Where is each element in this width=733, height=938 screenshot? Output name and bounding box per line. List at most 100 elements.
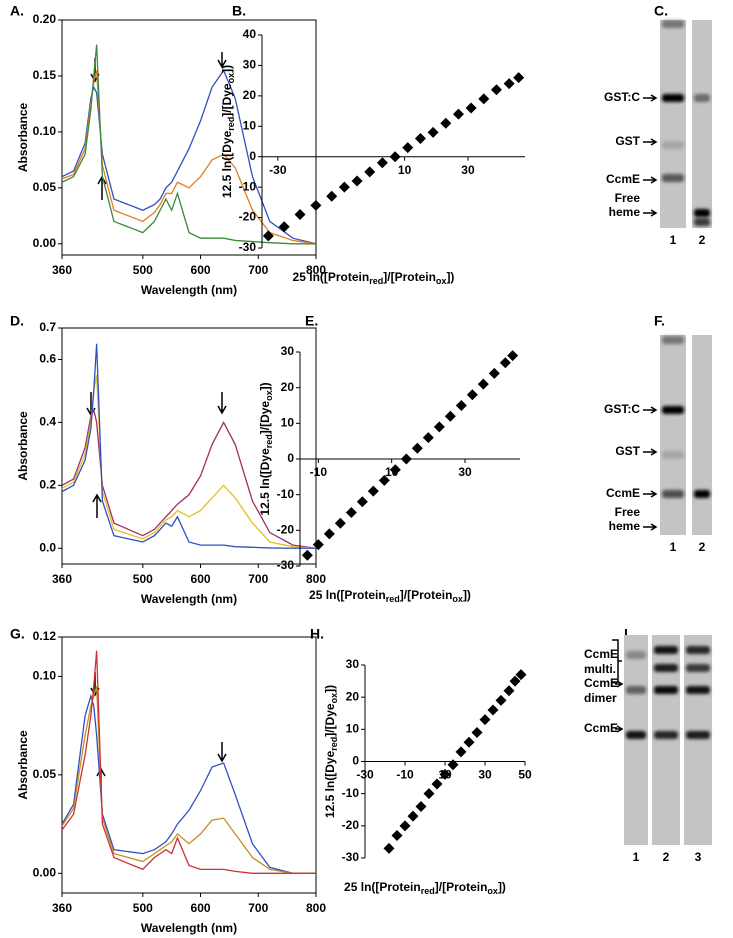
gel-band (694, 94, 710, 102)
y-tick-label: 0.6 (39, 352, 56, 366)
gel-lane (624, 635, 648, 845)
arrow-down (217, 392, 227, 415)
data-point (310, 199, 322, 211)
panel-label: C. (654, 3, 668, 19)
data-point (465, 102, 477, 114)
data-point (433, 421, 445, 433)
band-arrow (643, 490, 658, 498)
y-tick-label: 0.12 (33, 629, 57, 643)
x-tick-label: 30 (478, 768, 492, 782)
y-tick-label: 30 (281, 344, 295, 358)
y-tick-label: -20 (277, 523, 295, 537)
data-point (507, 350, 519, 362)
axis-title-part: red (264, 434, 274, 448)
data-point (323, 528, 335, 540)
gel-band (662, 406, 684, 414)
data-point (509, 675, 521, 687)
x-tick-label: 600 (191, 572, 211, 586)
lane-number: 1 (670, 540, 677, 554)
axis-title-part: ox (226, 73, 236, 84)
y-tick-label: 40 (243, 27, 257, 41)
spectrum-line (61, 343, 316, 549)
band-label: Free (615, 191, 641, 205)
band-arrow (615, 680, 624, 688)
spectrum-line (61, 44, 316, 245)
y-tick-label: 0.05 (33, 180, 57, 194)
band-label: CcmE (584, 647, 618, 661)
axis-title-part: ]) (498, 880, 506, 894)
gel-band (654, 664, 678, 672)
data-point (376, 157, 388, 169)
data-point (515, 669, 527, 681)
data-point (351, 175, 363, 187)
data-point (407, 810, 419, 822)
y-tick-label: 10 (243, 118, 257, 132)
spectrum-line (61, 693, 316, 874)
axis-title-part: ox (436, 276, 447, 286)
data-point (455, 400, 467, 411)
axis-title-part: red (329, 737, 339, 751)
lane-number: 3 (695, 850, 702, 864)
y-tick-label: -30 (342, 850, 360, 864)
x-tick-label: 50 (518, 768, 532, 782)
data-point (391, 829, 403, 841)
data-point (463, 736, 475, 748)
data-point (427, 126, 439, 138)
gel-lane (660, 20, 686, 228)
y-tick-label: -20 (239, 210, 257, 224)
data-point (364, 166, 376, 178)
lane-number: 2 (699, 540, 706, 554)
x-tick-label: -10 (310, 465, 328, 479)
data-point (367, 485, 379, 497)
band-arrow (643, 94, 658, 102)
gel-band (654, 731, 678, 739)
data-point (495, 694, 507, 706)
gel-band (662, 336, 684, 344)
band-label: CcmE (606, 486, 640, 500)
panel-label: I. (624, 626, 632, 642)
data-point (312, 539, 324, 551)
data-point (479, 714, 491, 726)
axis-title: 12.5 ln([Dyered]/[Dyeox]) (220, 65, 236, 198)
axis-title-part: 25 ln([Protein (309, 588, 386, 602)
data-point (447, 759, 459, 771)
y-tick-label: 0.10 (33, 669, 57, 683)
axis-title-part: ]) (463, 588, 471, 602)
lane-number: 1 (633, 850, 640, 864)
data-point (431, 778, 443, 790)
bracket (612, 639, 622, 683)
y-tick-label: 0 (249, 149, 256, 163)
axis-title-part: 12.5 ln([Dye (323, 750, 337, 818)
axis-title-part: red (386, 594, 400, 604)
data-point (389, 151, 401, 163)
x-tick-label: 800 (306, 263, 326, 277)
x-tick-label: 360 (52, 263, 72, 277)
y-axis-title: Absorbance (16, 730, 30, 800)
arrow-down (217, 742, 227, 763)
spectrum-line (61, 650, 316, 874)
axis-title-part: ox (264, 390, 274, 401)
axis-title-part: 25 ln([Protein (293, 270, 370, 284)
y-tick-label: 0 (352, 754, 359, 768)
gel-band (654, 686, 678, 694)
data-point (378, 474, 390, 486)
y-tick-label: 0.4 (39, 415, 56, 429)
y-tick-label: 0.05 (33, 767, 57, 781)
gel-band (694, 209, 710, 217)
gel-band (662, 141, 684, 149)
x-tick-label: 30 (458, 465, 472, 479)
x-tick-label: 500 (133, 572, 153, 586)
plot-frame (61, 636, 317, 894)
y-tick-label: 10 (281, 416, 295, 430)
data-point (513, 72, 525, 84)
y-tick-label: -30 (277, 558, 295, 572)
gel-band (626, 731, 646, 739)
axis-title-part: ]/[Dye (323, 703, 337, 737)
data-point (439, 768, 451, 780)
y-tick-label: 30 (346, 657, 360, 671)
gel-lane (692, 20, 712, 228)
band-label: multi. (584, 662, 616, 676)
gel-band (662, 20, 684, 28)
band-label: CcmE (584, 721, 618, 735)
